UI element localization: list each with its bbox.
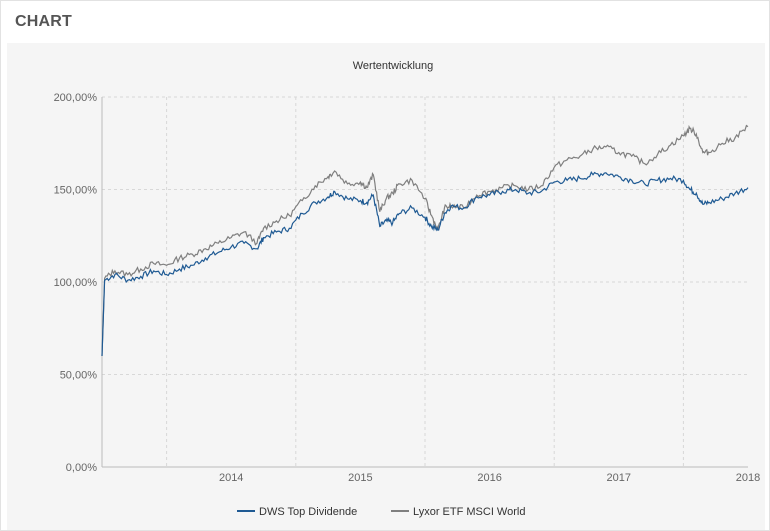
series-line-dws (101, 171, 749, 357)
x-tick-label: 2018 (736, 472, 760, 484)
chart-area: Wertentwicklung 0,00% 50,00% 100,00% 150,00… (7, 43, 765, 530)
x-tick-label: 2014 (219, 472, 243, 484)
legend-label: DWS Top Dividende (259, 506, 357, 518)
grid (101, 96, 748, 468)
performance-chart: Wertentwicklung 0,00% 50,00% 100,00% 150,00… (54, 60, 761, 518)
legend: DWS Top Dividende Lyxor ETF MSCI World (237, 506, 525, 518)
chart-title: Wertentwicklung (353, 60, 434, 72)
panel-title: CHART (15, 13, 72, 30)
series-line-lyxor (101, 124, 749, 357)
x-tick-label: 2015 (348, 472, 372, 484)
y-tick-label: 100,00% (54, 277, 98, 289)
y-axis-ticks: 0,00% 50,00% 100,00% 150,00% 200,00% (54, 92, 98, 474)
legend-label: Lyxor ETF MSCI World (413, 506, 525, 518)
y-tick-label: 0,00% (66, 462, 97, 474)
y-tick-label: 50,00% (60, 370, 98, 382)
series-group (101, 124, 749, 357)
y-tick-label: 200,00% (54, 92, 98, 104)
x-axis-ticks: 2014 2015 2016 2017 2018 (219, 472, 760, 484)
y-tick-label: 150,00% (54, 185, 98, 197)
x-tick-label: 2017 (607, 472, 631, 484)
x-tick-label: 2016 (477, 472, 501, 484)
